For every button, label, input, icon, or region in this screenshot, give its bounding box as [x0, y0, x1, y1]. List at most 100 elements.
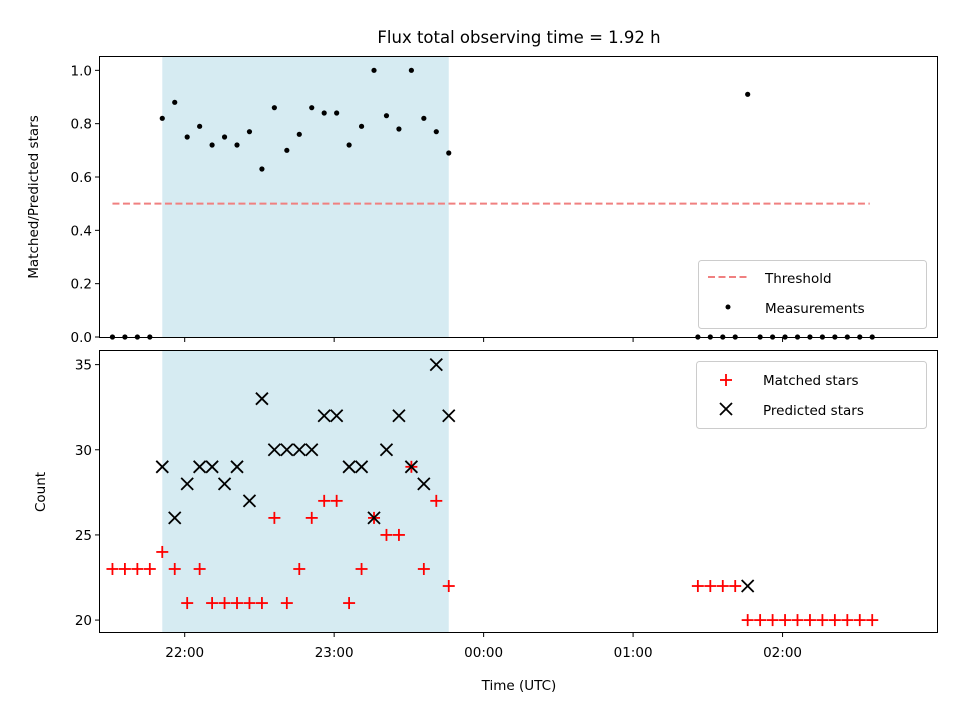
matched-point: [380, 528, 393, 541]
bottom-y-ticks: 20 25 30 35: [75, 358, 100, 629]
matched-point: [156, 545, 169, 558]
matched-point: [181, 597, 194, 610]
predicted-point: [404, 460, 419, 474]
predicted-point: [155, 460, 169, 474]
measurement-point: [383, 113, 390, 119]
matched-point: [318, 494, 331, 507]
top-y-tick-label: 1.0: [71, 63, 92, 79]
measurement-points: [109, 67, 875, 340]
matched-point: [168, 562, 181, 575]
matched-point: [255, 597, 268, 610]
predicted-point: [242, 494, 257, 508]
top-legend: Threshold Measurements: [698, 260, 927, 329]
measurement-point: [159, 115, 165, 121]
measurement-point: [309, 105, 315, 111]
predicted-point: [230, 460, 244, 474]
predicted-point: [255, 392, 269, 406]
measurement-point: [184, 134, 190, 140]
matched-point: [118, 562, 131, 575]
measurement-point: [433, 129, 439, 135]
measurement-point: [446, 150, 452, 156]
predicted-point: [267, 443, 282, 457]
matched-point: [816, 614, 829, 627]
matched-point: [866, 614, 879, 627]
x-tick-label: 01:00: [614, 645, 653, 661]
matched-point: [741, 614, 754, 627]
bottom-legend-box: [696, 361, 927, 429]
measurements-legend-icon: [725, 304, 731, 310]
predicted-point: [317, 409, 331, 423]
predicted-point: [741, 579, 755, 593]
x-tick-label: 02:00: [763, 645, 802, 661]
matched-point: [691, 580, 704, 593]
measurement-point: [358, 123, 365, 129]
predicted-point: [354, 460, 369, 474]
top-panel: Flux total observing time = 1.92 h 0.0 0.…: [26, 28, 938, 346]
measurement-point: [408, 67, 414, 73]
predicted-legend-label: Predicted stars: [763, 403, 864, 419]
matched-point: [716, 580, 729, 593]
predicted-point: [330, 409, 344, 423]
matched-point: [392, 528, 405, 541]
measurement-point: [271, 105, 277, 111]
top-panel-frame: [99, 56, 938, 338]
predicted-legend-icon: [719, 402, 733, 416]
matched-point: [853, 614, 866, 627]
matched-point: [791, 614, 804, 627]
top-y-tick-label: 0.0: [71, 330, 92, 346]
matched-point: [343, 597, 356, 610]
top-y-axis-label: Matched/Predicted stars: [26, 115, 42, 278]
bottom-panel-frame: [99, 350, 938, 633]
measurement-point: [284, 147, 290, 153]
matched-point: [766, 614, 779, 627]
top-legend-box: [698, 260, 927, 329]
x-axis-label: Time (UTC): [481, 678, 557, 694]
x-tick-label: 00:00: [464, 645, 503, 661]
predicted-point: [342, 460, 356, 474]
matched-point: [243, 597, 256, 610]
bottom-panel: 20 25 30 35 22:00 23:00 00:00 01:00 02:00 Count…: [33, 350, 938, 694]
predicted-point: [429, 357, 443, 372]
predicted-point: [417, 477, 431, 491]
matched-point: [355, 562, 368, 575]
bottom-y-tick-label: 30: [75, 443, 92, 459]
measurement-point: [209, 142, 215, 148]
matched-point: [417, 562, 430, 575]
predicted-point: [392, 409, 406, 423]
matched-point: [754, 614, 767, 627]
matched-point: [218, 597, 231, 610]
matched-point: [206, 597, 219, 610]
measurement-point: [396, 126, 402, 132]
matched-legend-label: Matched stars: [763, 373, 859, 389]
measurement-point: [259, 166, 265, 172]
matched-point: [280, 597, 293, 610]
matched-point: [442, 580, 455, 593]
bottom-y-tick-label: 25: [75, 528, 92, 544]
matched-point: [729, 580, 742, 593]
predicted-point: [193, 460, 207, 474]
measurement-point: [346, 142, 352, 148]
measurements-legend-label: Measurements: [765, 301, 865, 317]
bottom-y-tick-label: 20: [75, 613, 92, 629]
predicted-point: [205, 460, 219, 474]
top-y-tick-label: 0.4: [71, 223, 92, 239]
matched-point: [704, 580, 717, 593]
measurement-point: [172, 99, 178, 105]
measurement-point: [421, 115, 427, 121]
measurement-point: [334, 110, 340, 116]
top-panel-title: Flux total observing time = 1.92 h: [377, 28, 660, 47]
top-y-tick-label: 0.8: [71, 117, 92, 133]
measurement-point: [234, 142, 240, 148]
matched-point: [779, 614, 792, 627]
matched-point: [268, 511, 281, 524]
threshold-legend-label: Threshold: [764, 271, 832, 287]
predicted-point: [442, 409, 456, 423]
matched-point: [330, 494, 343, 507]
predicted-points: [155, 357, 755, 593]
predicted-point: [168, 511, 182, 525]
matched-point: [231, 597, 244, 610]
measurement-point: [371, 67, 377, 73]
matched-point: [841, 614, 854, 627]
matched-point: [106, 562, 119, 575]
